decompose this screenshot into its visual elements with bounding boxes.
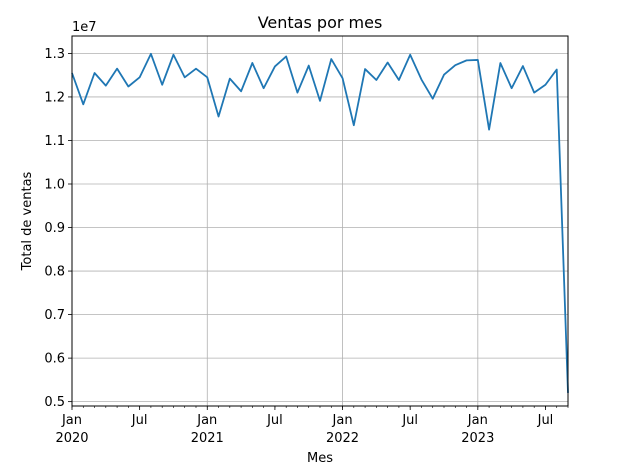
x-tick-label: Jan bbox=[196, 413, 217, 428]
y-scale-offset-label: 1e7 bbox=[72, 20, 97, 35]
x-tick-year-label: 2020 bbox=[55, 431, 88, 446]
x-tick-year-label: 2023 bbox=[461, 431, 494, 446]
y-tick-label: 0.9 bbox=[44, 221, 65, 236]
y-tick-label: 1.1 bbox=[44, 134, 65, 149]
x-tick-label: Jan bbox=[332, 413, 353, 428]
x-tick-label: Jan bbox=[467, 413, 488, 428]
series-group bbox=[71, 52, 569, 393]
x-tick-year-label: 2022 bbox=[326, 431, 359, 446]
x-tick-label: Jul bbox=[131, 413, 148, 428]
y-tick-label: 0.6 bbox=[44, 352, 65, 367]
y-tick-label: 0.7 bbox=[44, 308, 65, 323]
x-tick-label: Jan bbox=[61, 413, 82, 428]
x-tick-label: Jul bbox=[537, 413, 554, 428]
y-tick-label: 0.8 bbox=[44, 265, 65, 280]
x-tick-label: Jul bbox=[266, 413, 283, 428]
y-tick-label: 1.0 bbox=[44, 178, 65, 193]
x-tick-year-label: 2021 bbox=[191, 431, 224, 446]
y-axis-label: Total de ventas bbox=[20, 171, 35, 271]
x-tick-label: Jul bbox=[401, 413, 418, 428]
y-tick-label: 0.5 bbox=[44, 395, 65, 410]
x-axis-ticks: Jan 2020 Jul Jan 2021 Jul Jan 2022 Jul Jan 2023 Jul bbox=[55, 406, 569, 446]
y-axis-ticks: 0.5 0.6 0.7 0.8 0.9 1.0 1.1 1.2 1.3 bbox=[44, 47, 72, 410]
chart-title: Ventas por mes bbox=[258, 13, 383, 32]
x-axis-label: Mes bbox=[307, 451, 333, 466]
series-line bbox=[71, 52, 569, 393]
y-tick-label: 1.3 bbox=[44, 47, 65, 62]
y-tick-label: 1.2 bbox=[44, 90, 65, 105]
